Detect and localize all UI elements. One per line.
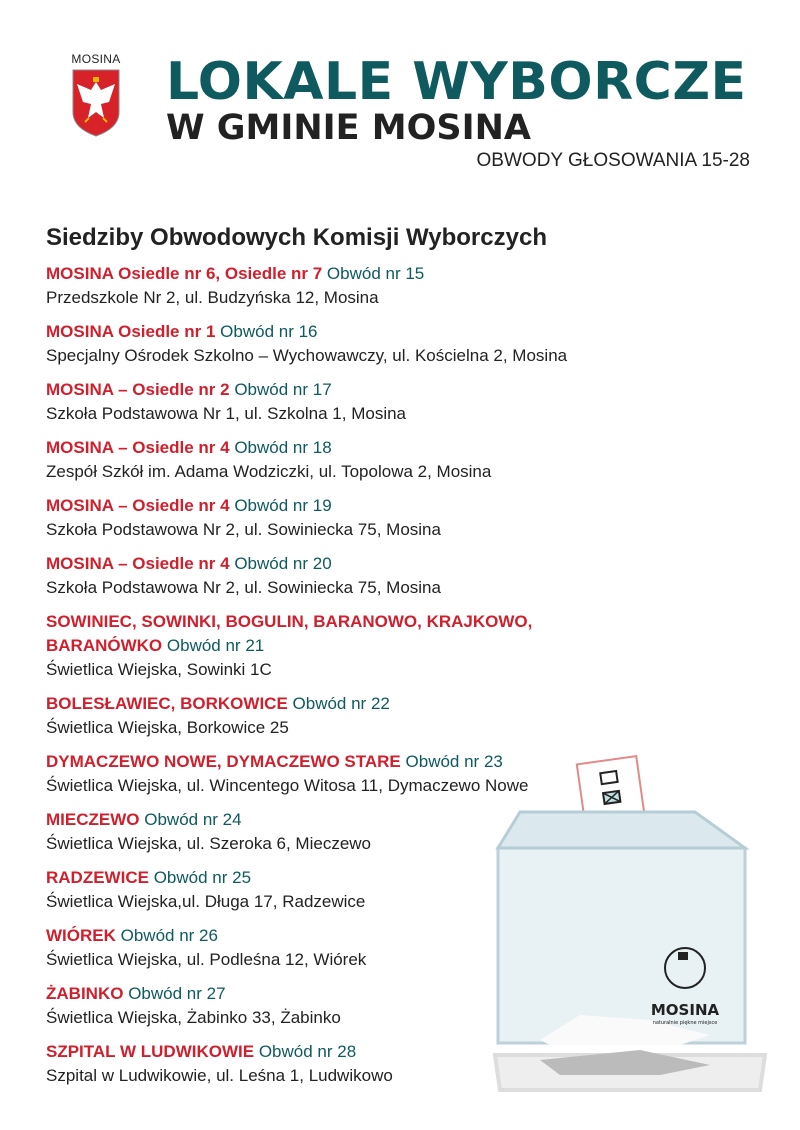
station-address: Świetlica Wiejska, ul. Wincentego Witosa… (46, 776, 529, 795)
title-line-1: LOKALE WYBORCZE (166, 52, 747, 112)
district-number: Obwód nr 16 (220, 322, 318, 341)
ballot-box-icon: MOSINA naturalnie piękne miejsce (492, 754, 768, 1092)
district-name: DYMACZEWO NOWE, DYMACZEWO STARE (46, 752, 401, 771)
district-name: MOSINA – Osiedle nr 2 (46, 380, 230, 399)
mosina-logo-text: MOSINA (651, 1001, 720, 1019)
subtitle: OBWODY GŁOSOWANIA 15-28 (476, 150, 750, 171)
district-number: Obwód nr 24 (144, 810, 242, 829)
ballot-box-illustration: MOSINA naturalnie piękne miejsce (480, 740, 780, 1105)
polling-station-entry: MOSINA Osiedle nr 6, Osiedle nr 7 Obwód … (46, 262, 606, 310)
station-address: Świetlica Wiejska, Żabinko 33, Żabinko (46, 1008, 341, 1027)
polling-station-entry: MOSINA Osiedle nr 1 Obwód nr 16 Specjalny… (46, 320, 606, 368)
polling-station-entry: RADZEWICE Obwód nr 25 Świetlica Wiejska,u… (46, 866, 606, 914)
district-name: WIÓREK (46, 926, 116, 945)
district-name: MOSINA – Osiedle nr 4 (46, 554, 230, 573)
station-address: Świetlica Wiejska, ul. Szeroka 6, Miecze… (46, 834, 372, 853)
district-name: MOSINA Osiedle nr 6, Osiedle nr 7 (46, 264, 323, 283)
coat-of-arms: MOSINA (62, 52, 130, 138)
district-number: Obwód nr 23 (405, 752, 503, 771)
district-number: Obwód nr 15 (326, 264, 425, 283)
district-number: Obwód nr 28 (258, 1042, 357, 1061)
district-number: Obwód nr 20 (234, 554, 332, 573)
station-address: Świetlica Wiejska, Sowinki 1C (46, 660, 272, 679)
district-number: Obwód nr 19 (234, 496, 332, 515)
station-address: Świetlica Wiejska, Borkowice 25 (46, 718, 289, 737)
station-address: Szkoła Podstawowa Nr 1, ul. Szkolna 1, M… (46, 404, 407, 423)
district-number: Obwód nr 22 (292, 694, 390, 713)
polling-station-entry: MOSINA – Osiedle nr 2 Obwód nr 17 Szkoła … (46, 378, 606, 426)
crest-label: MOSINA (71, 52, 121, 66)
polling-station-entry: SZPITAL W LUDWIKOWIE Obwód nr 28 Szpital … (46, 1040, 606, 1088)
white-eagle-shield-icon (72, 69, 120, 137)
polling-station-entry: SOWINIEC, SOWINKI, BOGULIN, BARANOWO, KR… (46, 610, 606, 682)
station-address: Zespół Szkół im. Adama Wodziczki, ul. To… (46, 462, 492, 481)
station-address: Specjalny Ośrodek Szkolno – Wychowawczy,… (46, 346, 568, 365)
station-address: Szkoła Podstawowa Nr 2, ul. Sowiniecka 7… (46, 520, 441, 539)
district-name: MOSINA – Osiedle nr 4 (46, 496, 230, 515)
district-name: MOSINA – Osiedle nr 4 (46, 438, 230, 457)
district-name: BOLESŁAWIEC, BORKOWICE (46, 694, 288, 713)
district-number: Obwód nr 25 (153, 868, 252, 887)
polling-station-entry: BOLESŁAWIEC, BORKOWICE Obwód nr 22 Świetl… (46, 692, 606, 740)
polling-station-entry: WIÓREK Obwód nr 26 Świetlica Wiejska, ul.… (46, 924, 606, 972)
district-name: SOWINIEC, SOWINKI, BOGULIN, BARANOWO, KR… (46, 612, 533, 655)
district-name: RADZEWICE (46, 868, 149, 887)
district-name: ŻABINKO (46, 984, 124, 1003)
station-address: Szpital w Ludwikowie, ul. Leśna 1, Ludwi… (46, 1066, 393, 1085)
district-name: MIECZEWO (46, 810, 140, 829)
district-name: MOSINA Osiedle nr 1 (46, 322, 216, 341)
polling-station-list: MOSINA Osiedle nr 6, Osiedle nr 7 Obwód … (46, 262, 606, 1098)
district-number: Obwód nr 26 (120, 926, 218, 945)
station-address: Świetlica Wiejska,ul. Długa 17, Radzewic… (46, 892, 366, 911)
station-address: Szkoła Podstawowa Nr 2, ul. Sowiniecka 7… (46, 578, 441, 597)
polling-station-entry: ŻABINKO Obwód nr 27 Świetlica Wiejska, Ża… (46, 982, 606, 1030)
district-number: Obwód nr 17 (234, 380, 332, 399)
polling-station-entry: MIECZEWO Obwód nr 24 Świetlica Wiejska, u… (46, 808, 606, 856)
district-name: SZPITAL W LUDWIKOWIE (46, 1042, 255, 1061)
polling-station-entry: MOSINA – Osiedle nr 4 Obwód nr 20 Szkoła … (46, 552, 606, 600)
polling-station-entry: DYMACZEWO NOWE, DYMACZEWO STARE Obwód nr… (46, 750, 606, 798)
station-address: Przedszkole Nr 2, ul. Budzyńska 12, Mosi… (46, 288, 379, 307)
district-number: Obwód nr 21 (166, 636, 265, 655)
polling-station-entry: MOSINA – Osiedle nr 4 Obwód nr 19 Szkoła … (46, 494, 606, 542)
district-number: Obwód nr 27 (128, 984, 226, 1003)
polling-station-entry: MOSINA – Osiedle nr 4 Obwód nr 18 Zespół … (46, 436, 606, 484)
mosina-logo-tagline: naturalnie piękne miejsce (653, 1020, 718, 1026)
district-number: Obwód nr 18 (234, 438, 332, 457)
section-title: Siedziby Obwodowych Komisji Wyborczych (46, 224, 547, 251)
station-address: Świetlica Wiejska, ul. Podleśna 12, Wiór… (46, 950, 367, 969)
title-line-2: W GMINIE MOSINA (166, 108, 531, 148)
